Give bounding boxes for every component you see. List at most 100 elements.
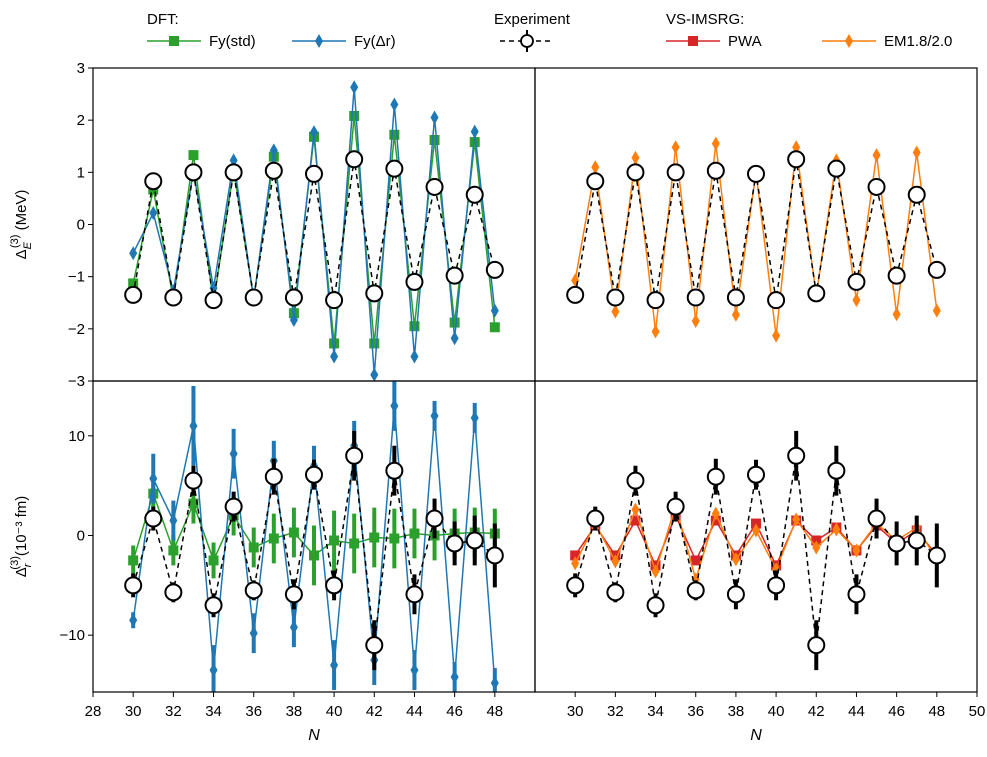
- x-tick-label: 44: [848, 703, 865, 720]
- series-em1-8-2-0: [571, 498, 941, 587]
- legend-title: DFT:: [147, 11, 179, 28]
- series-line: [132, 115, 496, 344]
- data-point: [726, 585, 745, 604]
- data-point: [772, 328, 781, 343]
- data-point: [827, 461, 846, 480]
- x-tick-label: 50: [969, 703, 986, 720]
- x-tick-label: 28: [85, 703, 102, 720]
- x-tick-label: 48: [486, 703, 503, 720]
- plot-area: [124, 80, 504, 381]
- data-point: [706, 467, 725, 486]
- data-point: [465, 531, 484, 550]
- data-point: [927, 260, 946, 279]
- legend: DFT: Fy(std) Fy(Δr) Experiment VS-IMSRG: PWA E…: [147, 11, 952, 52]
- data-point: [430, 110, 439, 125]
- data-point: [747, 465, 765, 484]
- y-axis-label: Δr(3)(10⁻³ fm): [9, 496, 34, 578]
- data-point: [711, 506, 720, 521]
- data-point: [631, 150, 640, 165]
- data-point: [686, 288, 705, 307]
- series-experiment: [566, 150, 946, 310]
- data-point: [370, 367, 379, 381]
- data-point: [887, 534, 906, 553]
- data-point: [309, 550, 319, 561]
- legend-group-vs-imsrg: VS-IMSRG: PWA EM1.8/2.0: [666, 11, 952, 50]
- data-point: [264, 161, 283, 180]
- data-point: [305, 164, 323, 183]
- data-point: [325, 291, 344, 310]
- data-point: [726, 288, 745, 307]
- data-point: [606, 583, 625, 602]
- data-point: [189, 418, 198, 433]
- data-point: [731, 552, 740, 567]
- data-point: [224, 497, 243, 516]
- legend-title: Experiment: [494, 11, 571, 28]
- data-point: [691, 314, 700, 329]
- data-point: [204, 291, 223, 310]
- data-point: [465, 185, 484, 204]
- data-point: [330, 349, 339, 364]
- legend-marker: [169, 36, 179, 46]
- x-tick-label: 42: [366, 703, 383, 720]
- data-point: [149, 471, 158, 486]
- data-point: [425, 509, 444, 528]
- data-point: [390, 398, 399, 413]
- data-point: [630, 515, 641, 526]
- data-point: [369, 532, 380, 543]
- data-point: [606, 288, 625, 307]
- data-point: [345, 150, 364, 169]
- data-point: [188, 150, 199, 161]
- data-point: [244, 581, 263, 600]
- data-point: [872, 148, 881, 163]
- x-tick-label: 38: [286, 703, 303, 720]
- data-point: [389, 533, 400, 544]
- data-point: [284, 288, 303, 307]
- data-point: [129, 613, 138, 628]
- data-point: [449, 317, 460, 328]
- data-point: [409, 528, 420, 539]
- x-tick-label: 48: [928, 703, 945, 720]
- series-pwa: [570, 510, 942, 571]
- data-point: [611, 554, 620, 569]
- data-point: [410, 663, 419, 678]
- y-tick-label: 0: [77, 217, 85, 234]
- data-point: [847, 272, 866, 291]
- data-point: [450, 670, 459, 685]
- x-tick-label: 36: [687, 703, 704, 720]
- y-tick-label: −3: [68, 373, 85, 390]
- y-tick-label: 10: [68, 428, 85, 445]
- legend-title: VS-IMSRG:: [666, 11, 744, 28]
- legend-entry: EM1.8/2.0: [822, 33, 952, 50]
- data-point: [485, 546, 504, 565]
- data-point: [490, 303, 499, 318]
- data-point: [807, 636, 826, 655]
- data-point: [289, 312, 298, 327]
- data-point: [445, 266, 464, 285]
- data-point: [485, 260, 504, 279]
- data-point: [184, 163, 203, 182]
- data-point: [666, 163, 685, 182]
- data-point: [124, 576, 143, 595]
- series-experiment: [566, 430, 946, 671]
- x-tick-label: 32: [607, 703, 624, 720]
- panel-bottom-right: 30 32 34 36 38 40 42 44 46 48 50 N: [534, 380, 986, 744]
- data-point: [305, 465, 323, 484]
- data-point: [767, 576, 786, 595]
- data-point: [852, 543, 861, 558]
- legend-marker: [845, 34, 853, 48]
- y-tick-label: 0: [77, 528, 85, 545]
- data-point: [571, 556, 580, 571]
- data-point: [686, 581, 705, 600]
- data-point: [144, 509, 163, 528]
- data-point: [626, 163, 645, 182]
- legend-marker: [688, 36, 698, 46]
- panel-top-right: [534, 67, 978, 382]
- data-point: [490, 676, 499, 691]
- data-point: [410, 349, 419, 364]
- data-point: [469, 137, 480, 148]
- x-axis-label: N: [308, 727, 320, 744]
- data-point: [450, 331, 459, 346]
- data-point: [164, 583, 183, 602]
